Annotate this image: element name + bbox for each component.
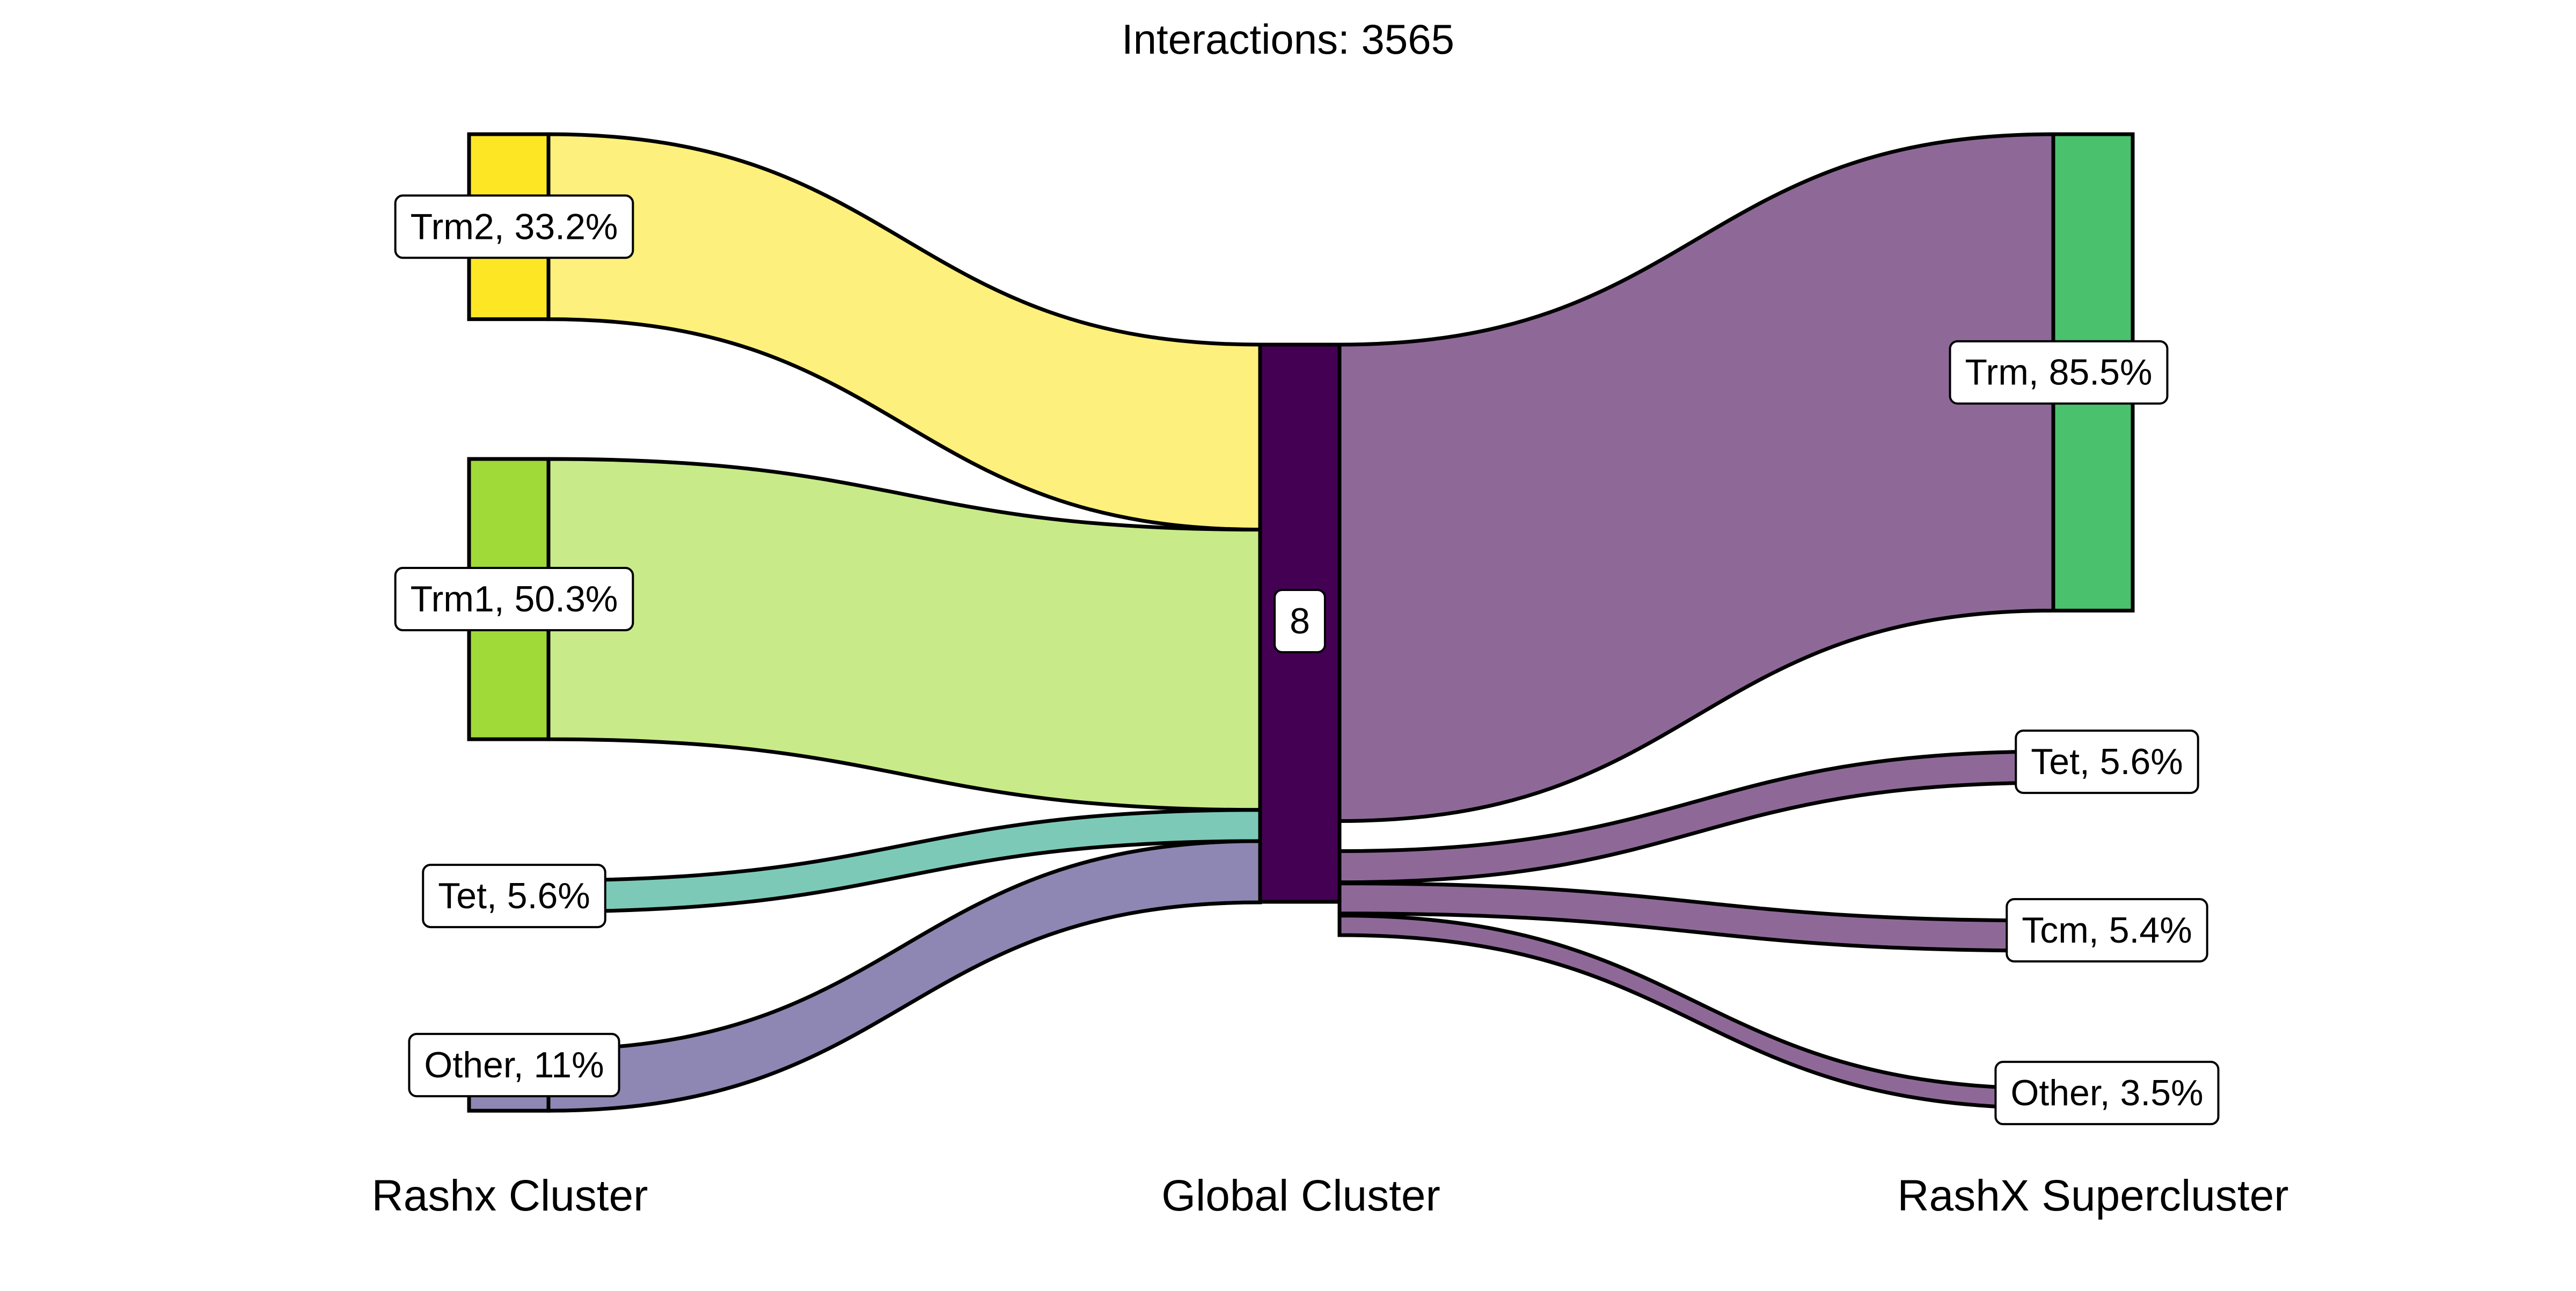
label-right-tcm: Tcm, 5.4%	[2022, 910, 2192, 951]
column-label-left: Rashx Cluster	[372, 1171, 648, 1220]
label-left-trm1: Trm1, 50.3%	[411, 579, 618, 619]
label-center: 8	[1290, 601, 1310, 641]
left-flows	[546, 132, 1262, 1113]
label-left-tet-box	[422, 864, 606, 929]
chart-title: Interactions: 3565	[1122, 16, 1454, 63]
label-right-other: Other, 3.5%	[2010, 1073, 2203, 1113]
label-right-tcm-box	[2006, 898, 2208, 963]
label-left-trm1-box	[394, 567, 634, 632]
label-left-trm2: Trm2, 33.2%	[411, 206, 618, 247]
label-right-tet-box	[2015, 730, 2199, 794]
node-labels: Trm2, 33.2% Trm1, 50.3% Tet, 5.6% Other, 11…	[394, 194, 2220, 1126]
column-label-center: Global Cluster	[1161, 1171, 1440, 1220]
label-right-other-box	[1994, 1061, 2220, 1126]
label-left-tet: Tet, 5.6%	[438, 876, 590, 916]
label-right-trm-box	[1949, 340, 2169, 405]
label-right-tet: Tet, 5.6%	[2031, 741, 2183, 782]
flow-right-trm	[1337, 132, 2055, 823]
label-center-box	[1274, 589, 1326, 653]
label-left-other: Other, 11%	[424, 1045, 604, 1085]
label-left-trm2-box	[394, 194, 634, 259]
label-right-trm: Trm, 85.5%	[1965, 352, 2153, 393]
column-label-right: RashX Supercluster	[1897, 1171, 2288, 1220]
right-flows	[1337, 132, 2055, 1110]
label-left-other-box	[408, 1033, 620, 1098]
